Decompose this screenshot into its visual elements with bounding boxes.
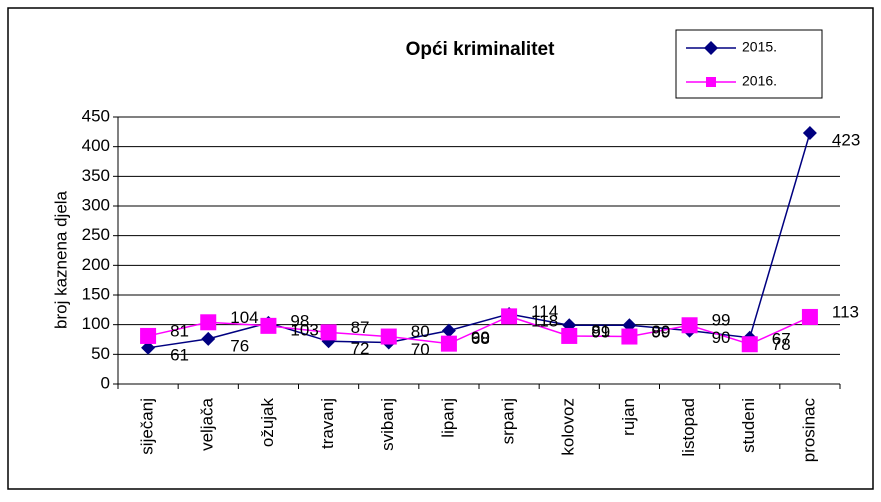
data-label: 99	[712, 311, 731, 330]
data-label: 423	[832, 131, 860, 150]
point	[200, 314, 217, 331]
x-tick-label: ožujak	[258, 398, 277, 448]
legend-marker	[704, 41, 718, 55]
data-label: 81	[170, 321, 189, 340]
data-label: 87	[351, 318, 370, 337]
point	[140, 327, 157, 344]
data-label: 76	[230, 336, 249, 355]
point	[681, 317, 698, 334]
y-tick-label: 300	[82, 195, 110, 214]
legend-marker	[706, 77, 716, 87]
point	[320, 324, 337, 341]
data-label: 104	[230, 308, 258, 327]
data-label: 70	[411, 340, 430, 359]
x-tick-label: prosinac	[799, 398, 818, 463]
y-tick-label: 350	[82, 166, 110, 185]
data-label: 80	[411, 322, 430, 341]
chart-title: Opći kriminalitet	[406, 39, 556, 60]
data-label: 118	[531, 311, 558, 330]
data-label: 78	[772, 335, 791, 354]
x-tick-label: kolovoz	[559, 398, 578, 456]
x-tick-label: travanj	[318, 398, 337, 449]
data-label: 72	[351, 339, 370, 358]
y-tick-label: 200	[82, 255, 110, 274]
point	[501, 308, 518, 325]
data-label: 99	[651, 323, 670, 342]
data-label: 81	[591, 321, 610, 340]
legend-label: 2016.	[742, 73, 777, 89]
y-tick-label: 250	[82, 225, 110, 244]
point	[741, 336, 758, 353]
data-label: 67	[772, 330, 791, 349]
data-label: 90	[712, 328, 731, 347]
point	[440, 335, 457, 352]
y-tick-label: 50	[91, 344, 110, 363]
y-tick-label: 450	[82, 106, 110, 125]
data-label: 68	[471, 329, 490, 348]
point	[201, 331, 216, 346]
data-label: 98	[290, 311, 309, 330]
x-tick-label: listopad	[679, 398, 698, 457]
data-label: 114	[531, 302, 558, 321]
point	[802, 126, 817, 141]
line	[147, 315, 811, 346]
x-tick-label: siječanj	[138, 398, 157, 455]
x-tick-label: lipanj	[438, 398, 457, 438]
x-tick-label: veljača	[198, 397, 217, 450]
point	[260, 317, 277, 334]
x-tick-label: svibanj	[378, 398, 397, 451]
x-tick-label: srpanj	[499, 398, 518, 444]
y-axis-label: broj kaznena djela	[51, 190, 70, 329]
legend-label: 2015.	[742, 39, 777, 55]
y-tick-label: 150	[82, 284, 110, 303]
point	[380, 328, 397, 345]
legend-box	[675, 29, 823, 99]
data-label: 113	[832, 302, 859, 321]
y-tick-label: 100	[82, 314, 110, 333]
point	[561, 327, 578, 344]
data-label: 90	[471, 328, 490, 347]
x-tick-label: rujan	[619, 398, 638, 436]
data-label: 61	[170, 345, 189, 364]
data-label: 103	[290, 320, 318, 339]
data-label: 99	[591, 323, 610, 342]
point	[621, 328, 638, 345]
x-tick-label: studeni	[739, 398, 758, 453]
y-tick-label: 400	[82, 136, 110, 155]
data-label: 80	[651, 322, 670, 341]
point	[801, 308, 818, 325]
point	[441, 323, 456, 338]
y-tick-label: 0	[101, 373, 110, 392]
point	[141, 340, 156, 355]
